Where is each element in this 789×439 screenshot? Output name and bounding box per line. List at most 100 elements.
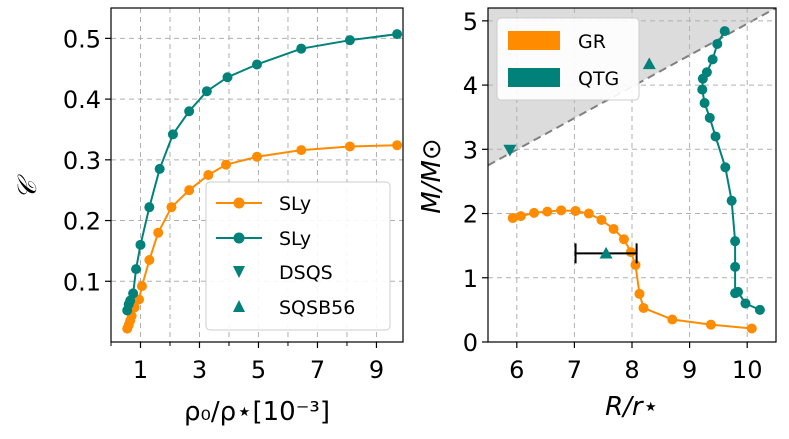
- left-series-point-1: [222, 72, 233, 83]
- right-y-tick-label: 4: [463, 72, 478, 100]
- point-sqsb56: [642, 57, 656, 70]
- right-series-point-1: [697, 73, 708, 84]
- right-x-tick-label: 9: [682, 356, 697, 384]
- right-y-tick-label: 0: [463, 329, 478, 357]
- left-y-tick-label: 0.3: [63, 147, 101, 175]
- right-series-point-0: [705, 319, 716, 330]
- left-series-point-1: [128, 288, 139, 299]
- right-series-point-1: [730, 236, 741, 247]
- right-series-point-0: [625, 247, 636, 258]
- right-series-point-0: [746, 323, 757, 334]
- point-dsqs: [503, 144, 517, 157]
- left-legend-box: [205, 181, 391, 331]
- right-series-point-1: [719, 26, 730, 37]
- right-x-axis-label: R/r⋆: [605, 392, 659, 422]
- left-x-tick-label: 5: [251, 356, 266, 384]
- left-series-point-1: [131, 264, 142, 275]
- right-x-tick-label: 7: [567, 356, 582, 384]
- left-grid: [110, 8, 403, 342]
- legend-label-sqsb56: SQSB56: [279, 297, 355, 319]
- left-y-tick-label: 0.4: [63, 86, 101, 114]
- right-series-point-0: [630, 259, 641, 270]
- right-series-point-0: [542, 206, 553, 217]
- right-chart: 6 7 8 9 10 0 1 2 3 4 5 M/M⊙ R/r⋆ GR QTG: [417, 7, 777, 422]
- left-x-tick-label: 1: [133, 356, 148, 384]
- right-series: [503, 26, 765, 334]
- right-series-point-1: [712, 38, 723, 49]
- legend-patch-gr: [508, 31, 560, 50]
- left-series-point-0: [184, 185, 195, 196]
- right-series-point-1: [720, 162, 731, 173]
- left-series-point-0: [144, 255, 155, 266]
- left-series-point-1: [296, 43, 307, 54]
- left-y-tick-label: 0.5: [63, 25, 101, 53]
- left-x-tick-label: 7: [310, 356, 325, 384]
- left-legend: SLy SLy DSQS SQSB56: [205, 181, 391, 331]
- legend-label-qtg: QTG: [578, 68, 619, 90]
- right-y-tick-label: 1: [463, 265, 478, 293]
- point-sqsb56: [599, 246, 613, 259]
- right-series-point-0: [667, 314, 678, 325]
- legend-marker-dsqs: [233, 266, 245, 278]
- right-series-point-0: [608, 223, 619, 234]
- right-y-tick-label: 5: [463, 8, 478, 36]
- right-series-point-0: [515, 211, 526, 222]
- left-series-point-1: [392, 29, 403, 40]
- legend-marker-sly-orange: [233, 197, 245, 209]
- legend-marker-sqsb56: [233, 300, 245, 312]
- left-x-axis-label: ρ₀/ρ⋆[10⁻³]: [184, 397, 330, 427]
- left-y-tick-label: 0.2: [63, 208, 101, 236]
- right-series-point-0: [583, 208, 594, 219]
- right-x-tick-label: 6: [509, 356, 524, 384]
- right-x-tick-label: 10: [732, 356, 763, 384]
- right-y-tick-label: 2: [463, 201, 478, 229]
- left-series-point-0: [252, 151, 262, 162]
- right-series-point-0: [638, 302, 649, 313]
- right-series-point-1: [697, 84, 708, 95]
- left-series-point-0: [344, 141, 355, 152]
- right-ticks: 6 7 8 9 10 0 1 2 3 4 5: [463, 8, 763, 384]
- right-series-point-0: [634, 288, 645, 299]
- right-legend: GR QTG: [496, 17, 640, 101]
- left-x-tick-label: 3: [192, 356, 207, 384]
- right-series-point-0: [556, 205, 567, 216]
- left-series-point-0: [203, 170, 214, 180]
- legend-patch-qtg: [508, 68, 560, 87]
- right-y-tick-label: 3: [463, 136, 478, 164]
- left-series: [122, 29, 403, 334]
- right-x-tick-label: 8: [624, 356, 639, 384]
- right-series-point-1: [732, 286, 743, 297]
- left-plot-frame: [110, 7, 404, 343]
- left-series-point-1: [252, 59, 262, 70]
- right-series-point-1: [754, 304, 765, 315]
- left-series-point-0: [392, 140, 403, 151]
- left-series-point-1: [135, 239, 146, 250]
- left-series-point-1: [344, 35, 355, 46]
- right-series-point-1: [710, 131, 721, 142]
- left-y-axis-label: 𝒞: [13, 173, 43, 199]
- right-series-point-0: [507, 213, 518, 224]
- left-chart: 1 3 5 7 9 0.1 0.2 0.3 0.4 0.5 𝒞 ρ₀/ρ⋆[10⁻³] SLy S…: [13, 7, 404, 427]
- left-y-tick-label: 0.1: [63, 268, 101, 296]
- right-series-point-0: [529, 207, 540, 218]
- left-series-point-0: [296, 145, 307, 156]
- legend-label-sly-orange: SLy: [279, 193, 311, 215]
- left-series-point-0: [166, 202, 177, 213]
- right-series-point-1: [699, 98, 710, 109]
- right-series-point-1: [740, 298, 751, 309]
- left-x-tick-label: 9: [369, 356, 384, 384]
- legend-label-sly-teal: SLy: [279, 228, 311, 250]
- left-series-point-0: [136, 281, 147, 292]
- right-series-point-0: [570, 205, 581, 216]
- right-series-point-1: [707, 54, 718, 65]
- left-series-point-0: [153, 227, 164, 238]
- left-series-point-1: [154, 163, 165, 174]
- left-series-point-1: [184, 106, 195, 117]
- right-series-point-0: [596, 214, 607, 225]
- left-series-point-0: [221, 159, 232, 170]
- legend-marker-sly-teal: [233, 232, 245, 244]
- right-series-point-1: [726, 195, 737, 206]
- right-series-point-1: [730, 261, 741, 272]
- legend-label-gr: GR: [578, 31, 606, 53]
